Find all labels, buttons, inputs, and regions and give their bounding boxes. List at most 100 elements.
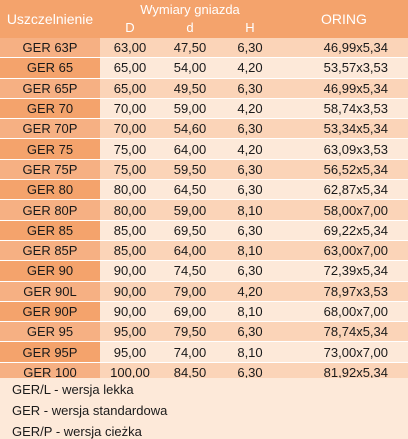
cell-seal: GER 80 xyxy=(0,179,100,201)
cell-d: 59,50 xyxy=(160,159,220,181)
cell-oring: 69,22x5,34 xyxy=(280,220,408,241)
cell-d: 64,50 xyxy=(160,179,220,201)
cell-oring: 73,00x7,00 xyxy=(280,341,408,363)
cell-oring: 46,99x5,34 xyxy=(280,78,408,99)
cell-H: 6,30 xyxy=(220,78,280,99)
cell-seal: GER 95 xyxy=(0,321,100,343)
cell-D: 95,00 xyxy=(100,341,160,363)
cell-oring: 58,74x3,53 xyxy=(280,98,408,120)
cell-d: 59,00 xyxy=(160,199,220,221)
table-row: GER 75 75,00 64,00 4,20 63,09x3,53 xyxy=(0,138,408,160)
cell-seal: GER 95P xyxy=(0,341,100,363)
cell-seal: GER 100 xyxy=(0,362,100,384)
cell-seal: GER 90 xyxy=(0,260,100,282)
header-dims-group: Wymiary gniazda xyxy=(140,2,240,17)
cell-oring: 78,74x5,34 xyxy=(280,321,408,343)
legend-item-heavy: GER/P - wersja cieżka xyxy=(12,424,142,439)
cell-d: 54,60 xyxy=(160,118,220,140)
cell-seal: GER 65P xyxy=(0,78,100,99)
cell-D: 90,00 xyxy=(100,260,160,282)
table-row: GER 70 70,00 59,00 4,20 58,74x3,53 xyxy=(0,98,408,120)
legend-item-standard: GER - wersja standardowa xyxy=(12,403,168,418)
table-row: GER 90L 90,00 79,00 4,20 78,97x3,53 xyxy=(0,281,408,302)
header-dim-d: d xyxy=(186,20,194,35)
cell-seal: GER 70 xyxy=(0,98,100,120)
cell-d: 64,00 xyxy=(160,240,220,262)
cell-D: 80,00 xyxy=(100,179,160,201)
cell-D: 70,00 xyxy=(100,118,160,140)
cell-oring: 81,92x5,34 xyxy=(280,362,408,384)
cell-seal: GER 75 xyxy=(0,138,100,160)
cell-oring: 53,57x3,53 xyxy=(280,57,408,79)
cell-D: 75,00 xyxy=(100,159,160,181)
cell-d: 74,50 xyxy=(160,260,220,282)
cell-d: 49,50 xyxy=(160,78,220,99)
cell-oring: 63,09x3,53 xyxy=(280,138,408,160)
table-row: GER 80P 80,00 59,00 8,10 58,00x7,00 xyxy=(0,199,408,221)
legend: GER/L - wersja lekka GER - wersja standa… xyxy=(0,378,408,439)
cell-d: 79,00 xyxy=(160,281,220,302)
cell-H: 6,30 xyxy=(220,118,280,140)
header-seal: Uszczelnienie xyxy=(0,0,100,38)
table-row: GER 85P 85,00 64,00 8,10 63,00x7,00 xyxy=(0,240,408,262)
table-row: GER 63P 63,00 47,50 6,30 46,99x5,34 xyxy=(0,38,408,59)
cell-d: 69,00 xyxy=(160,301,220,323)
cell-D: 90,00 xyxy=(100,301,160,323)
table-row: GER 95P 95,00 74,00 8,10 73,00x7,00 xyxy=(0,341,408,363)
cell-seal: GER 85P xyxy=(0,240,100,262)
cell-d: 79,50 xyxy=(160,321,220,343)
table-row: GER 70P 70,00 54,60 6,30 53,34x5,34 xyxy=(0,118,408,140)
cell-H: 6,30 xyxy=(220,179,280,201)
cell-D: 100,00 xyxy=(100,362,160,384)
cell-D: 85,00 xyxy=(100,240,160,262)
cell-H: 4,20 xyxy=(220,98,280,120)
cell-oring: 56,52x5,34 xyxy=(280,159,408,181)
cell-D: 85,00 xyxy=(100,220,160,241)
cell-d: 54,00 xyxy=(160,57,220,79)
cell-seal: GER 63P xyxy=(0,38,100,59)
cell-d: 69,50 xyxy=(160,220,220,241)
cell-D: 63,00 xyxy=(100,38,160,59)
cell-oring: 63,00x7,00 xyxy=(280,240,408,262)
table-row: GER 90 90,00 74,50 6,30 72,39x5,34 xyxy=(0,260,408,282)
table-row: GER 95 95,00 79,50 6,30 78,74x5,34 xyxy=(0,321,408,343)
cell-d: 47,50 xyxy=(160,38,220,59)
cell-seal: GER 80P xyxy=(0,199,100,221)
cell-oring: 53,34x5,34 xyxy=(280,118,408,140)
cell-D: 90,00 xyxy=(100,281,160,302)
seal-table: GER 63P 63,00 47,50 6,30 46,99x5,34 GER 65 65,… xyxy=(0,38,408,384)
cell-H: 8,10 xyxy=(220,199,280,221)
cell-D: 75,00 xyxy=(100,138,160,160)
cell-seal: GER 90P xyxy=(0,301,100,323)
cell-D: 65,00 xyxy=(100,78,160,99)
cell-H: 6,30 xyxy=(220,362,280,384)
cell-H: 4,20 xyxy=(220,281,280,302)
table-row: GER 85 85,00 69,50 6,30 69,22x5,34 xyxy=(0,220,408,241)
cell-oring: 58,00x7,00 xyxy=(280,199,408,221)
table-row: GER 90P 90,00 69,00 8,10 68,00x7,00 xyxy=(0,301,408,323)
cell-oring: 72,39x5,34 xyxy=(280,260,408,282)
cell-H: 8,10 xyxy=(220,341,280,363)
cell-H: 6,30 xyxy=(220,38,280,59)
cell-oring: 68,00x7,00 xyxy=(280,301,408,323)
cell-seal: GER 75P xyxy=(0,159,100,181)
cell-H: 8,10 xyxy=(220,301,280,323)
cell-H: 6,30 xyxy=(220,321,280,343)
cell-H: 6,30 xyxy=(220,220,280,241)
table-header: Uszczelnienie Wymiary gniazda D d H ORIN… xyxy=(0,0,408,38)
header-oring: ORING xyxy=(321,11,367,27)
cell-H: 4,20 xyxy=(220,138,280,160)
cell-H: 4,20 xyxy=(220,57,280,79)
cell-oring: 46,99x5,34 xyxy=(280,38,408,59)
table-row: GER 75P 75,00 59,50 6,30 56,52x5,34 xyxy=(0,159,408,181)
header-dim-H: H xyxy=(245,20,255,35)
cell-H: 6,30 xyxy=(220,260,280,282)
cell-D: 70,00 xyxy=(100,98,160,120)
cell-D: 95,00 xyxy=(100,321,160,343)
cell-d: 64,00 xyxy=(160,138,220,160)
cell-H: 6,30 xyxy=(220,159,280,181)
cell-oring: 78,97x3,53 xyxy=(280,281,408,302)
cell-D: 80,00 xyxy=(100,199,160,221)
cell-H: 8,10 xyxy=(220,240,280,262)
